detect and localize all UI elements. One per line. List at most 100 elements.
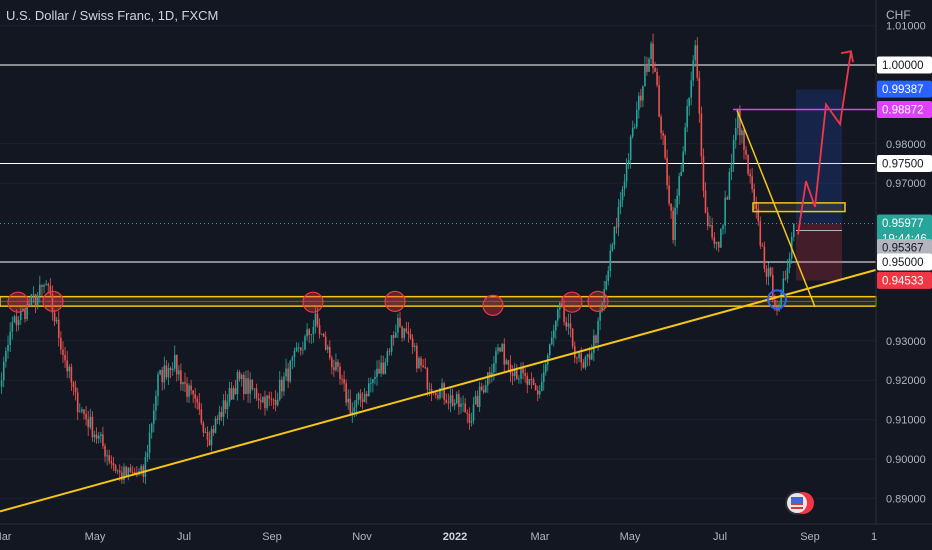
candle-body: [456, 394, 458, 403]
flag-icon[interactable]: [785, 491, 814, 515]
candle-body: [650, 43, 652, 59]
candle-body: [720, 229, 722, 247]
x-tick-label: 1: [871, 531, 877, 543]
candle-body: [360, 393, 362, 399]
candle-body: [620, 200, 622, 207]
candle-body: [132, 472, 134, 473]
candle-body: [62, 350, 64, 355]
candle-body: [317, 313, 319, 324]
candle-body: [716, 242, 718, 244]
candle-body: [622, 189, 624, 200]
candle-body: [628, 160, 630, 163]
candle-body: [789, 258, 791, 267]
candle-body: [403, 328, 405, 338]
candle-body: [782, 279, 784, 294]
candle-body: [41, 285, 43, 287]
candle-body: [387, 351, 389, 362]
candle-body: [239, 372, 241, 379]
candle-body: [694, 45, 696, 60]
y-tick-label: 0.97000: [886, 178, 926, 190]
candle-body: [96, 435, 98, 439]
candle-body: [634, 127, 636, 128]
candle-body: [454, 403, 456, 406]
candle-body: [389, 351, 391, 352]
candle-body: [731, 163, 733, 172]
candle-body: [249, 380, 251, 394]
candle-body: [33, 294, 35, 295]
candle-body: [718, 242, 720, 248]
candle-body: [304, 336, 306, 349]
candle-body: [198, 402, 200, 409]
candle-body: [94, 435, 96, 438]
candle-body: [539, 391, 541, 394]
price-label-text: 0.95000: [882, 257, 924, 269]
candle-body: [703, 156, 705, 190]
candle-body: [688, 98, 690, 106]
candle-body: [597, 321, 599, 343]
candle-body: [268, 396, 270, 399]
candle-body: [722, 226, 724, 230]
x-tick-label: Mar: [0, 531, 12, 543]
candle-body: [35, 294, 37, 305]
candle-body: [308, 329, 310, 335]
x-tick-label: May: [85, 531, 106, 543]
candle-body: [254, 388, 256, 389]
candle-body: [349, 399, 351, 414]
candle-body: [115, 466, 117, 471]
stop-box: [796, 223, 842, 280]
y-tick-label: 0.92000: [886, 375, 926, 387]
candle-body: [506, 360, 508, 364]
candle-body: [192, 390, 194, 394]
candle-body: [593, 335, 595, 352]
candle-body: [264, 397, 266, 409]
candle-body: [245, 378, 247, 394]
candle-body: [251, 380, 253, 389]
candle-body: [221, 412, 223, 417]
candle-body: [164, 365, 166, 382]
candle-body: [570, 323, 572, 328]
candle-body: [618, 207, 620, 227]
candle-body: [787, 268, 789, 279]
candle-body: [741, 130, 743, 135]
candle-body: [205, 432, 207, 433]
candle-body: [518, 379, 520, 380]
candle-body: [64, 355, 66, 361]
y-tick-label: 0.89000: [886, 493, 926, 505]
candle-body: [159, 370, 161, 374]
candle-body: [362, 399, 364, 402]
candle-body: [410, 334, 412, 338]
candle-body: [481, 387, 483, 390]
candle-body: [145, 457, 147, 477]
candle-body: [466, 413, 468, 414]
price-label-text: 0.97500: [882, 159, 924, 171]
candle-body: [243, 375, 245, 394]
candle-body: [235, 388, 237, 394]
candle-body: [576, 358, 578, 359]
x-tick-label: Sep: [262, 531, 282, 543]
candle-body: [753, 189, 755, 201]
candle-body: [237, 372, 239, 394]
candle-body: [636, 110, 638, 127]
candle-body: [333, 367, 335, 370]
candle-body: [217, 419, 219, 420]
candle-body: [277, 400, 279, 405]
candle-body: [347, 399, 349, 403]
candle-body: [664, 136, 666, 158]
candle-body: [524, 373, 526, 376]
candle-body: [626, 163, 628, 181]
candle-body: [90, 417, 92, 428]
candle-body: [323, 334, 325, 337]
candle-body: [672, 211, 674, 240]
candle-body: [495, 351, 497, 364]
price-label-text: 1.00000: [882, 60, 924, 72]
candle-body: [709, 225, 711, 226]
x-tick-label: 2022: [443, 531, 467, 543]
candle-body: [735, 128, 737, 140]
candle-body: [358, 393, 360, 400]
candle-body: [66, 360, 68, 371]
candle-body: [45, 284, 47, 285]
candle-body: [58, 320, 60, 338]
candle-body: [516, 370, 518, 379]
candle-body: [209, 440, 211, 446]
